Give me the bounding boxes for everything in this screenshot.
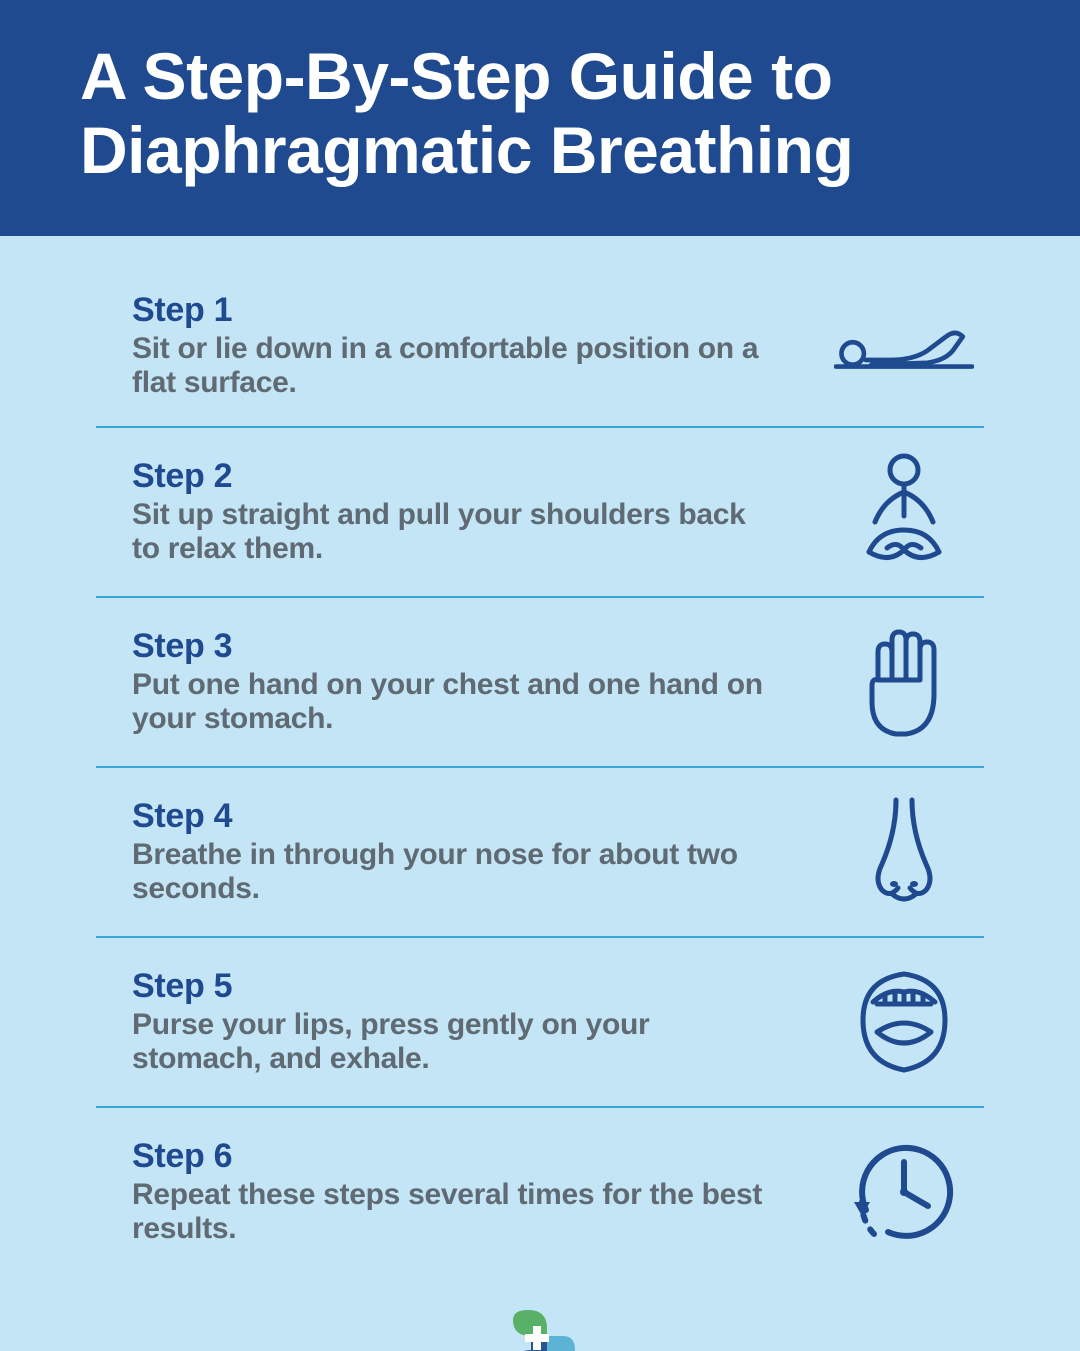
step-text: Step 5 Purse your lips, press gently on …	[96, 967, 834, 1077]
step-row: Step 3 Put one hand on your chest and on…	[96, 596, 984, 766]
step-row: Step 5 Purse your lips, press gently on …	[96, 936, 984, 1106]
brand-logo-icon	[503, 1306, 577, 1351]
step-label: Step 4	[132, 797, 814, 836]
step-desc: Sit or lie down in a comfortable positio…	[132, 332, 772, 401]
step-row: Step 1 Sit or lie down in a comfortable …	[96, 266, 984, 426]
title-line-2: Diaphragmatic Breathing	[80, 113, 853, 187]
step-desc: Sit up straight and pull your shoulders …	[132, 498, 772, 567]
step-row: Step 4 Breathe in through your nose for …	[96, 766, 984, 936]
steps-container: Step 1 Sit or lie down in a comfortable …	[0, 236, 1080, 1296]
step-desc: Purse your lips, press gently on your st…	[132, 1008, 772, 1077]
mouth-icon	[834, 962, 974, 1082]
step-label: Step 1	[132, 291, 814, 330]
step-label: Step 5	[132, 967, 814, 1006]
step-row: Step 6 Repeat these steps several times …	[96, 1106, 984, 1276]
meditation-icon	[834, 452, 974, 572]
step-text: Step 2 Sit up straight and pull your sho…	[96, 457, 834, 567]
nose-icon	[834, 792, 974, 912]
step-label: Step 3	[132, 627, 814, 666]
step-text: Step 1 Sit or lie down in a comfortable …	[96, 291, 834, 401]
step-desc: Repeat these steps several times for the…	[132, 1178, 772, 1247]
title-line-1: A Step-By-Step Guide to	[80, 39, 832, 113]
step-text: Step 3 Put one hand on your chest and on…	[96, 627, 834, 737]
step-desc: Breathe in through your nose for about t…	[132, 838, 772, 907]
step-text: Step 4 Breathe in through your nose for …	[96, 797, 834, 907]
clock-repeat-icon	[834, 1132, 974, 1252]
infographic-page: A Step-By-Step Guide to Diaphragmatic Br…	[0, 0, 1080, 1351]
lying-person-icon	[834, 306, 974, 386]
step-label: Step 2	[132, 457, 814, 496]
header: A Step-By-Step Guide to Diaphragmatic Br…	[0, 0, 1080, 236]
footer	[0, 1296, 1080, 1351]
step-desc: Put one hand on your chest and one hand …	[132, 668, 772, 737]
step-row: Step 2 Sit up straight and pull your sho…	[96, 426, 984, 596]
step-text: Step 6 Repeat these steps several times …	[96, 1137, 834, 1247]
step-label: Step 6	[132, 1137, 814, 1176]
page-title: A Step-By-Step Guide to Diaphragmatic Br…	[80, 40, 1000, 188]
hand-icon	[834, 622, 974, 742]
